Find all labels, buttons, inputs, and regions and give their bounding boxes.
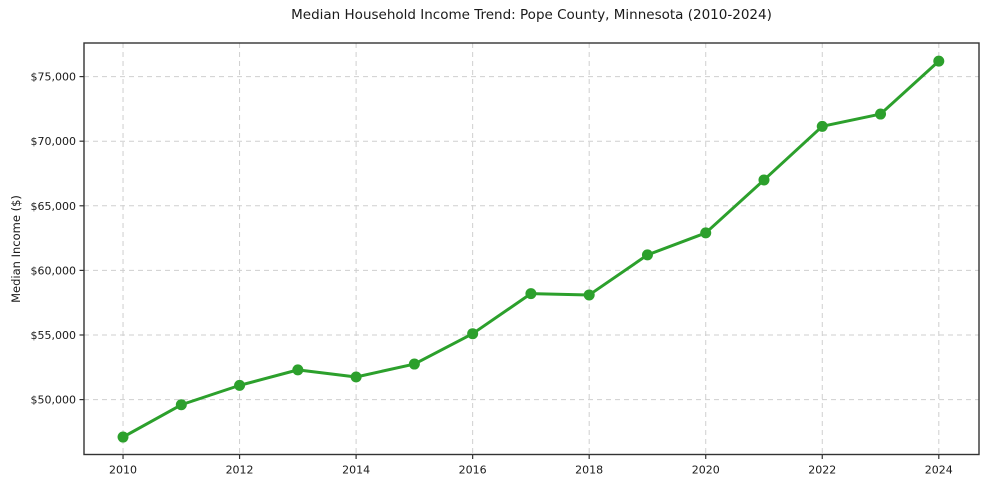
data-point-2022 xyxy=(816,120,828,132)
y-tick-label: $65,000 xyxy=(31,200,77,213)
x-tick-label: 2018 xyxy=(575,464,603,477)
x-tick-label: 2014 xyxy=(342,464,370,477)
data-point-2014 xyxy=(350,371,362,383)
y-tick-label: $75,000 xyxy=(31,71,77,84)
x-tick-label: 2024 xyxy=(925,464,953,477)
data-point-2019 xyxy=(641,249,653,261)
data-point-2015 xyxy=(408,358,420,370)
plot-frame xyxy=(83,42,980,456)
data-point-2011 xyxy=(175,399,187,411)
data-point-2017 xyxy=(525,288,537,300)
x-tick-label: 2010 xyxy=(109,464,137,477)
income-trend-line xyxy=(121,59,941,439)
data-point-2013 xyxy=(292,364,304,376)
data-point-2024 xyxy=(933,55,945,67)
y-tick-label: $50,000 xyxy=(31,394,77,407)
y-tick-label: $70,000 xyxy=(31,135,77,148)
data-point-2010 xyxy=(117,431,129,443)
data-point-2012 xyxy=(234,379,246,391)
x-tick-label: 2016 xyxy=(459,464,487,477)
data-point-2020 xyxy=(700,227,712,239)
y-tick-label: $55,000 xyxy=(31,329,77,342)
x-tick-label: 2020 xyxy=(692,464,720,477)
data-point-2023 xyxy=(875,108,887,120)
y-tick-label: $60,000 xyxy=(31,264,77,277)
chart-title: Median Household Income Trend: Pope Coun… xyxy=(291,7,772,23)
x-tick-label: 2012 xyxy=(226,464,254,477)
data-point-2018 xyxy=(583,289,595,301)
data-point-2016 xyxy=(467,328,479,340)
x-tick-label: 2022 xyxy=(808,464,836,477)
data-point-2021 xyxy=(758,174,770,186)
